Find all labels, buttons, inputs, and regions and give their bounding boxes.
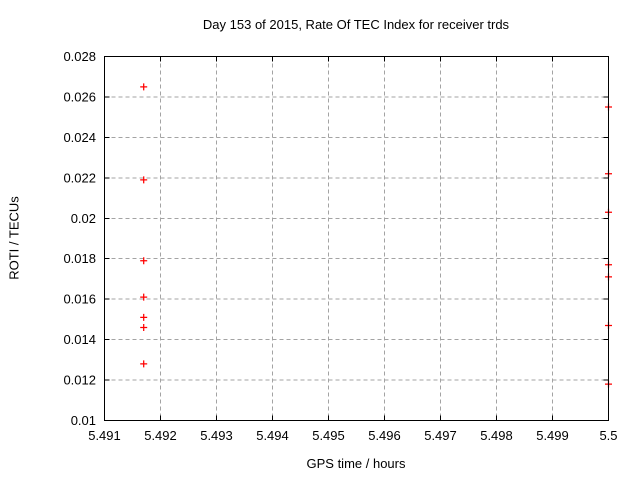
y-tick-label: 0.022 [63, 170, 96, 185]
y-axis-label: ROTI / TECUs [6, 196, 22, 280]
data-point-marker [140, 176, 148, 184]
y-tick-label: 0.012 [63, 373, 96, 388]
data-point-marker [140, 257, 148, 265]
x-tick-label: 5.499 [536, 428, 569, 443]
y-tick-label: 0.028 [63, 49, 96, 64]
x-tick-label: 5.5 [599, 428, 617, 443]
x-tick-label: 5.493 [200, 428, 233, 443]
data-point-marker [140, 313, 148, 321]
plot-border [104, 56, 609, 421]
data-point-marker [140, 83, 148, 91]
data-point-marker [140, 293, 148, 301]
x-tick-label: 5.497 [424, 428, 457, 443]
chart-title: Day 153 of 2015, Rate Of TEC Index for r… [202, 17, 510, 32]
x-tick-label: 5.496 [368, 428, 401, 443]
y-tick-label: 0.014 [63, 332, 96, 347]
y-tick-label: 0.026 [63, 89, 96, 104]
x-tick-label: 5.492 [144, 428, 177, 443]
x-tick-label: 5.491 [88, 428, 121, 443]
y-tick-label: 0.016 [63, 292, 96, 307]
y-tick-label: 0.024 [63, 130, 96, 145]
data-point-marker [140, 323, 148, 331]
x-tick-label: 5.495 [312, 428, 345, 443]
y-tick-label: 0.01 [71, 413, 96, 428]
x-tick-label: 5.494 [256, 428, 289, 443]
y-tick-label: 0.02 [71, 211, 96, 226]
x-axis-label: GPS time / hours [306, 456, 406, 471]
x-tick-label: 5.498 [480, 428, 513, 443]
data-point-marker [140, 360, 148, 368]
y-tick-label: 0.018 [63, 251, 96, 266]
